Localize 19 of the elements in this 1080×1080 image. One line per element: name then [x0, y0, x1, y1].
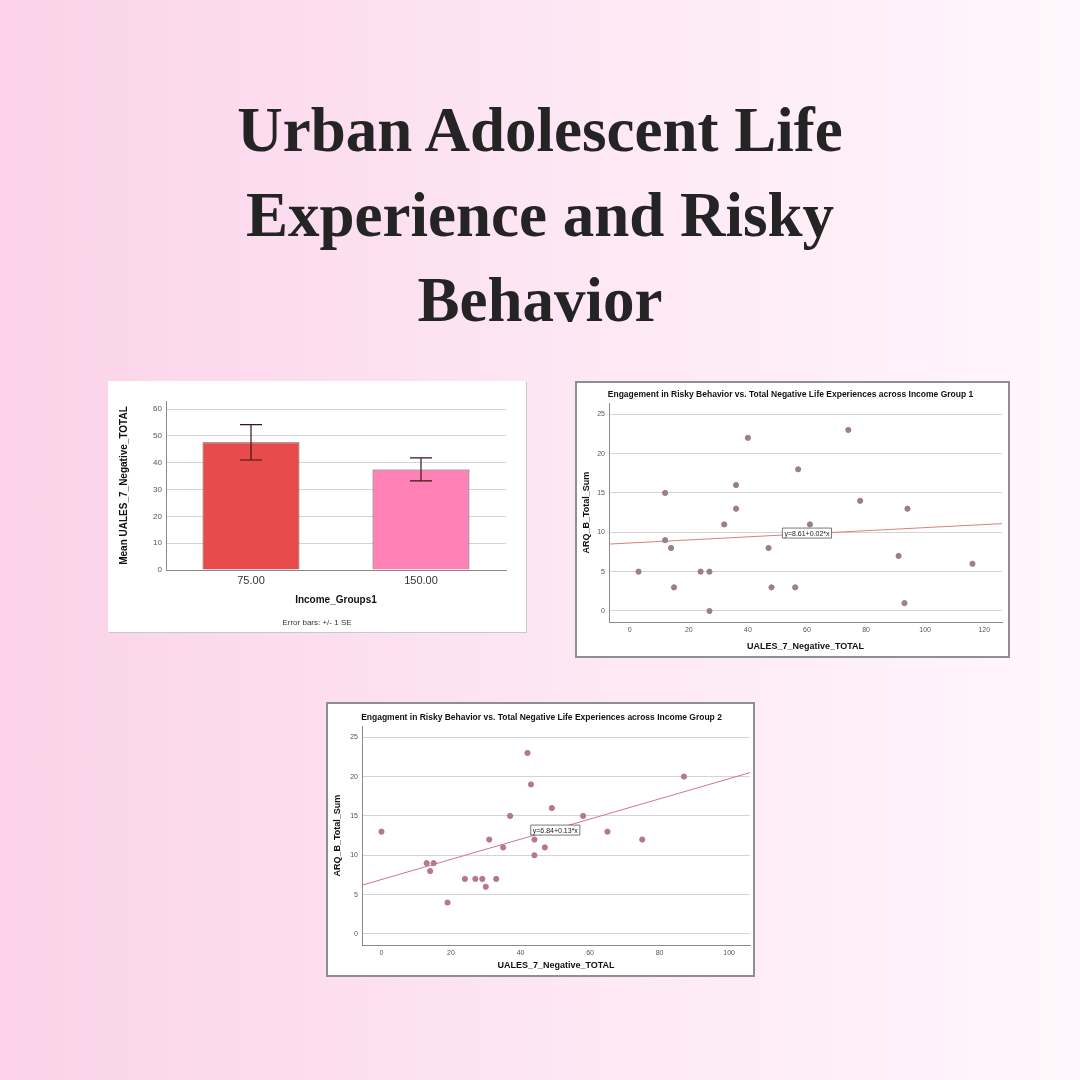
y-tick-label: 20: [153, 511, 163, 521]
chart-title: Engagement in Risky Behavior vs. Total Negative Life Experiences across Income Group 1: [607, 389, 974, 400]
x-axis-title: UALES_7_Negative_TOTAL: [497, 960, 616, 971]
text: Error bars: +/- 1 SE: [282, 618, 352, 628]
chart-title: Engagment in Risky Behavior vs. Total Negative Life Experiences across Income Group 2: [361, 712, 723, 723]
y-tick-label: 50: [153, 431, 163, 441]
y-tick-label: 30: [153, 484, 163, 494]
y-tick-label: 60: [153, 404, 163, 414]
y-tick-label: 0: [157, 565, 163, 575]
y-axis-title: ARQ_B_Total_Sum: [580, 471, 591, 554]
y-tick-label: 10: [153, 538, 163, 548]
text: Urban Adolescent Life Experience and Risky Behavior: [236, 94, 844, 337]
x-axis-title: Income_Groups1: [295, 593, 378, 605]
x-axis-title: UALES_7_Negative_TOTAL: [746, 641, 865, 652]
y-axis-title: ARQ_B_Total_Sum: [331, 794, 342, 877]
x-tick-label: 150.00: [404, 573, 438, 586]
y-axis-title: Mean UALES_7_Negative_TOTAL: [117, 406, 129, 565]
y-tick-label: 40: [153, 457, 163, 467]
x-tick-label: 75.00: [237, 573, 265, 586]
